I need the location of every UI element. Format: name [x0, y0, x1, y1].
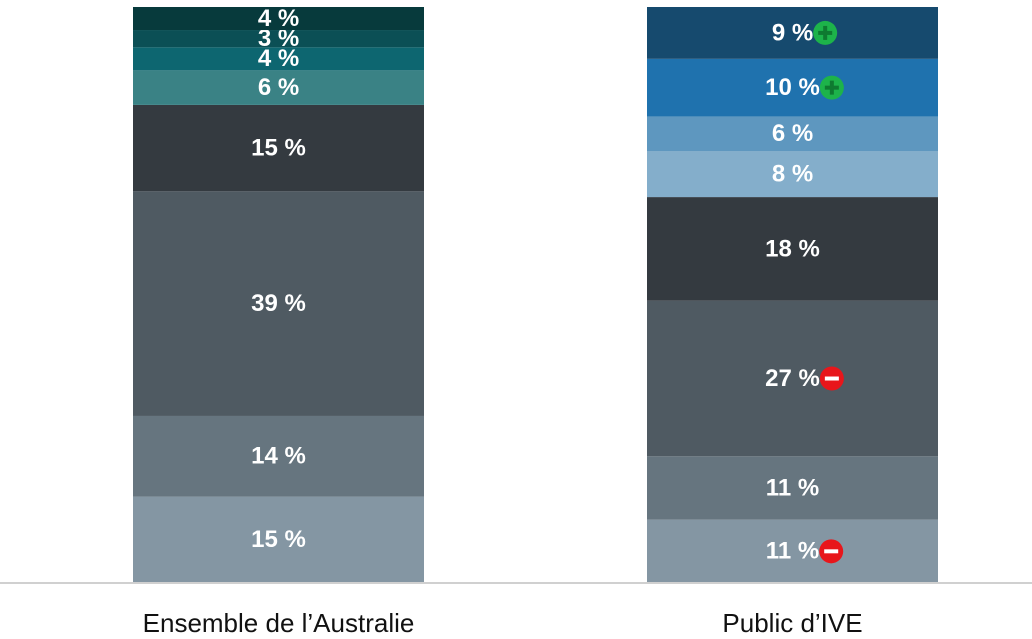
bar-segment: [647, 7, 938, 59]
bar-segment: [133, 104, 424, 192]
value-label: 10 %: [765, 74, 820, 101]
value-label: 4 %: [258, 45, 299, 72]
value-label: 14 %: [251, 443, 306, 470]
value-label: 9 %: [772, 19, 813, 46]
bar-segment: [647, 519, 938, 583]
minus-icon-bar: [824, 376, 839, 381]
bar-segment: [133, 7, 424, 31]
bar-segment: [133, 70, 424, 105]
bar-segment: [647, 58, 938, 117]
value-label: 6 %: [258, 74, 299, 101]
plus-icon-bar: [829, 80, 834, 95]
bar-segment: [647, 116, 938, 151]
value-label: 39 %: [251, 290, 306, 317]
bar-segment: [133, 47, 424, 71]
value-label: 15 %: [251, 526, 306, 553]
value-label: 4 %: [258, 5, 299, 32]
value-label: 11 %: [766, 474, 819, 501]
x-tick-label: Public d’IVE: [722, 608, 862, 638]
bar-segment: [133, 496, 424, 583]
bar-segment: [133, 191, 424, 416]
value-label: 15 %: [251, 134, 306, 161]
bar-segment: [647, 151, 938, 198]
value-label: 27 %: [765, 365, 820, 392]
x-tick-label: Ensemble de l’Australie: [143, 608, 415, 638]
bar-segment: [133, 415, 424, 497]
plus-icon-bar: [823, 25, 828, 40]
value-label: 6 %: [772, 120, 813, 147]
bar-segment: [647, 300, 938, 457]
minus-icon-bar: [824, 549, 839, 554]
bar-segment: [133, 30, 424, 48]
value-label: 18 %: [765, 235, 820, 262]
bar-segment: [647, 456, 938, 520]
value-label: 8 %: [772, 160, 813, 187]
bar-segment: [647, 197, 938, 301]
value-label: 11 %: [766, 538, 819, 565]
